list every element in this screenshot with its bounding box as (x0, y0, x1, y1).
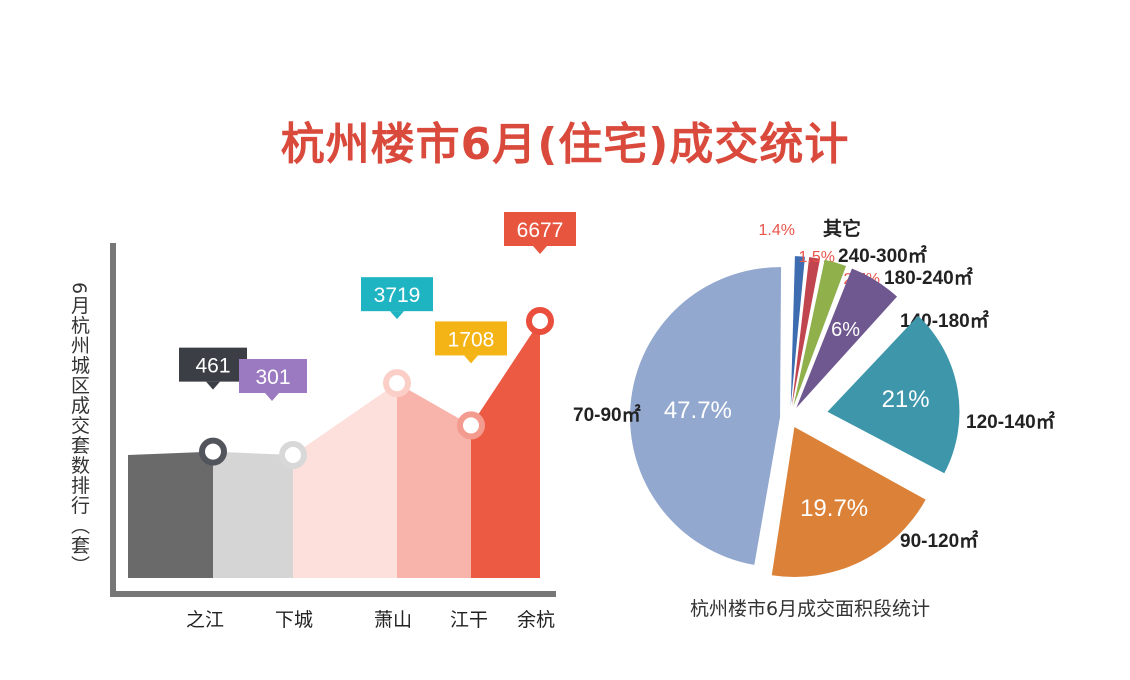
pie-category-label: 120-140㎡ (966, 410, 1055, 433)
value-badge-2: 301 (239, 359, 307, 401)
data-point-4 (457, 411, 485, 440)
category-label: 余杭 (517, 609, 555, 631)
area-segment-4 (397, 383, 471, 578)
pie-slice-2 (791, 257, 821, 407)
area-segment-1 (128, 451, 213, 578)
badge-pointer (390, 311, 404, 320)
pie-slice-7 (630, 267, 782, 565)
area-segment-5 (471, 321, 540, 578)
pie-pct-label: 1.4% (759, 222, 795, 239)
category-label: 萧山 (374, 609, 412, 631)
value-badge-3: 3719 (361, 277, 433, 320)
pie-category-label: 70-90㎡ (573, 403, 641, 426)
pie-category-label: 240-300㎡ (838, 244, 927, 267)
badge-pointer (533, 246, 547, 254)
badge-box (239, 359, 307, 393)
area-segment-2 (213, 451, 293, 578)
data-point-2 (279, 441, 307, 469)
pie-slice-1 (790, 256, 805, 407)
pie-slice-5 (827, 315, 960, 474)
value-label: 301 (255, 366, 290, 389)
value-label: 461 (195, 355, 230, 378)
badge-pointer (206, 381, 220, 390)
pie-category-label: 90-120㎡ (900, 529, 978, 552)
badge-pointer (265, 393, 279, 401)
data-point-3 (383, 369, 411, 398)
value-badge-1: 461 (179, 347, 247, 390)
pie-category-label: 180-240㎡ (884, 266, 973, 289)
value-label: 1708 (448, 328, 495, 351)
area-segment-3 (293, 383, 397, 578)
badge-box (361, 277, 433, 312)
area-chart-y-label: 6月杭州城区成交套数排行（套） (68, 282, 90, 576)
value-label: 3719 (374, 284, 421, 307)
pie-pct-label: 6% (831, 319, 860, 341)
data-point-5 (526, 307, 554, 335)
badge-box (504, 212, 576, 246)
value-badge-5: 6677 (504, 212, 576, 254)
category-label: 之江 (186, 609, 224, 631)
pie-slice-4 (796, 268, 898, 408)
category-label: 下城 (275, 609, 313, 631)
badge-box (435, 321, 507, 356)
pie-slice-3 (793, 259, 847, 407)
pie-pct-label: 47.7% (664, 397, 732, 424)
category-label: 江干 (450, 609, 488, 631)
pie-slice-6 (771, 426, 926, 577)
pie-chart-caption: 杭州楼市6月成交面积段统计 (689, 598, 931, 620)
badge-pointer (464, 355, 478, 364)
page-title: 杭州楼市6月(住宅)成交统计 (280, 119, 850, 170)
pie-pct-label: 19.7% (800, 495, 868, 522)
pie-category-label: 其它 (823, 217, 861, 240)
value-label: 6677 (517, 219, 564, 242)
value-badge-4: 1708 (435, 321, 507, 364)
data-point-1 (199, 437, 227, 466)
pie-pct-label: 21% (882, 386, 930, 413)
badge-box (179, 347, 247, 382)
